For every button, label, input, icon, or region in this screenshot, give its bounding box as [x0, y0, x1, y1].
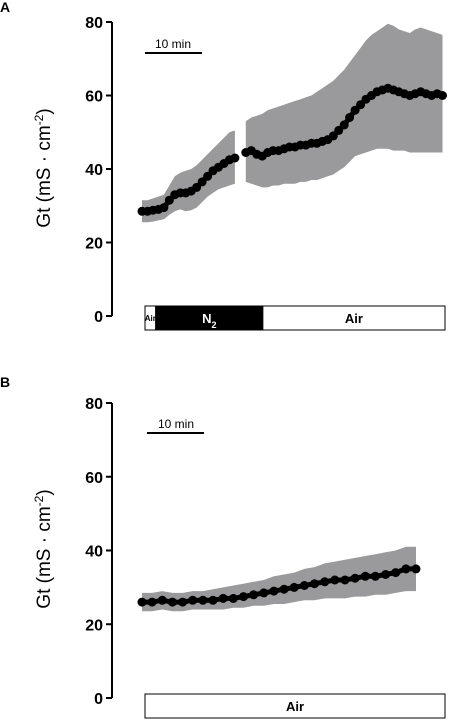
y-tick-label-b-1: 20 — [85, 617, 103, 634]
mean-point-b-0 — [137, 597, 147, 607]
condition-segment-a-1 — [155, 305, 264, 331]
sem-band-segment-b-0 — [142, 546, 416, 612]
mean-point-b-24 — [381, 570, 391, 579]
mean-point-b-17 — [310, 579, 319, 589]
y-tick-label-a-1: 20 — [85, 236, 103, 253]
mean-point-b-15 — [289, 582, 299, 592]
y-axis-label-a-sup: -2 — [32, 114, 46, 125]
mean-point-b-22 — [360, 571, 370, 581]
mean-point-b-10 — [239, 592, 248, 602]
y-axis-label-b-end: ) — [34, 489, 55, 495]
y-tick-label-b-3: 60 — [85, 470, 103, 487]
condition-label-b-0: Air — [286, 699, 304, 714]
scale-bar-b: 10 min — [147, 417, 204, 434]
mean-line-b-0 — [142, 566, 416, 605]
mean-point-b-2 — [157, 595, 167, 605]
mean-point-a-39 — [350, 105, 360, 115]
y-axis-label-a-main: Gt (mS · cm — [34, 125, 55, 227]
mean-point-b-7 — [208, 595, 218, 605]
mean-point-b-3 — [167, 597, 177, 607]
mean-point-b-4 — [178, 597, 188, 607]
y-axis-label-a-end: ) — [34, 108, 55, 114]
y-axis-label-b-main: Gt (mS · cm — [34, 506, 55, 608]
y-axis-label-b-sup: -2 — [32, 495, 46, 506]
mean-point-a-10 — [192, 182, 202, 192]
sem-band-b — [142, 546, 416, 612]
mean-point-b-19 — [330, 575, 340, 585]
mean-point-a-4 — [159, 203, 169, 213]
y-tick-label-b-4: 80 — [85, 396, 103, 413]
mean-point-b-23 — [370, 571, 380, 581]
mean-point-a-55 — [438, 91, 447, 100]
mean-point-b-8 — [218, 593, 228, 603]
mean-point-b-13 — [269, 586, 279, 596]
scale-bar-a: 10 min — [145, 37, 202, 54]
condition-segment-a-2 — [262, 305, 446, 331]
y-axis-label-b: Gt (mS · cm-2) — [32, 489, 55, 608]
mean-point-b-14 — [279, 584, 289, 594]
mean-point-a-40 — [356, 100, 366, 110]
y-tick-label-a-2: 40 — [85, 162, 103, 179]
mean-point-b-16 — [299, 581, 309, 590]
y-tick-label-a-0: 0 — [94, 309, 103, 326]
mean-point-b-9 — [228, 593, 238, 603]
mean-point-a-37 — [339, 120, 349, 130]
y-axis-label-a: Gt (mS · cm-2) — [32, 108, 55, 227]
panel-label-b: B — [0, 374, 10, 390]
y-axis-b: 0 20 40 60 80 — [85, 396, 113, 708]
mean-point-a-5 — [164, 195, 174, 205]
mean-point-a-36 — [334, 125, 344, 135]
mean-point-b-26 — [401, 564, 411, 574]
condition-bar-a: Air N2 Air — [144, 305, 446, 331]
y-tick-label-a-4: 80 — [85, 15, 103, 32]
mean-point-a-12 — [203, 171, 213, 181]
mean-points-a — [137, 83, 447, 216]
condition-segment-b-0 — [144, 693, 446, 719]
y-tick-label-b-0: 0 — [94, 691, 103, 708]
condition-label-a-0: Air — [145, 314, 156, 323]
mean-point-a-38 — [345, 113, 355, 122]
mean-point-b-18 — [320, 577, 330, 587]
mean-point-a-17 — [230, 153, 240, 163]
scale-bar-label-a: 10 min — [155, 37, 191, 51]
y-tick-label-a-3: 60 — [85, 89, 103, 106]
scale-bar-label-b: 10 min — [158, 417, 194, 431]
condition-label-a-2: Air — [345, 311, 363, 326]
mean-point-b-1 — [147, 597, 157, 607]
mean-point-a-11 — [197, 177, 207, 187]
sem-band-segment-a-1 — [245, 23, 443, 188]
panel-label-a: A — [0, 0, 10, 15]
mean-point-b-21 — [350, 573, 360, 583]
mean-point-b-20 — [340, 575, 350, 585]
mean-point-a-35 — [328, 131, 338, 141]
condition-bar-b: Air — [144, 693, 446, 719]
y-axis-a: 0 20 40 60 80 — [85, 15, 113, 326]
mean-point-b-6 — [198, 595, 208, 605]
y-tick-label-b-2: 40 — [85, 544, 103, 561]
mean-points-b — [137, 564, 421, 607]
mean-point-b-11 — [249, 590, 259, 600]
mean-point-b-5 — [188, 595, 198, 605]
mean-point-b-25 — [391, 568, 401, 578]
condition-label-a-1: N2 — [202, 311, 216, 330]
mean-point-b-12 — [259, 588, 269, 598]
panel-b: B Gt (mS · cm-2) 0 20 40 60 80 10 min Air — [0, 374, 446, 719]
mean-point-b-27 — [411, 564, 421, 574]
